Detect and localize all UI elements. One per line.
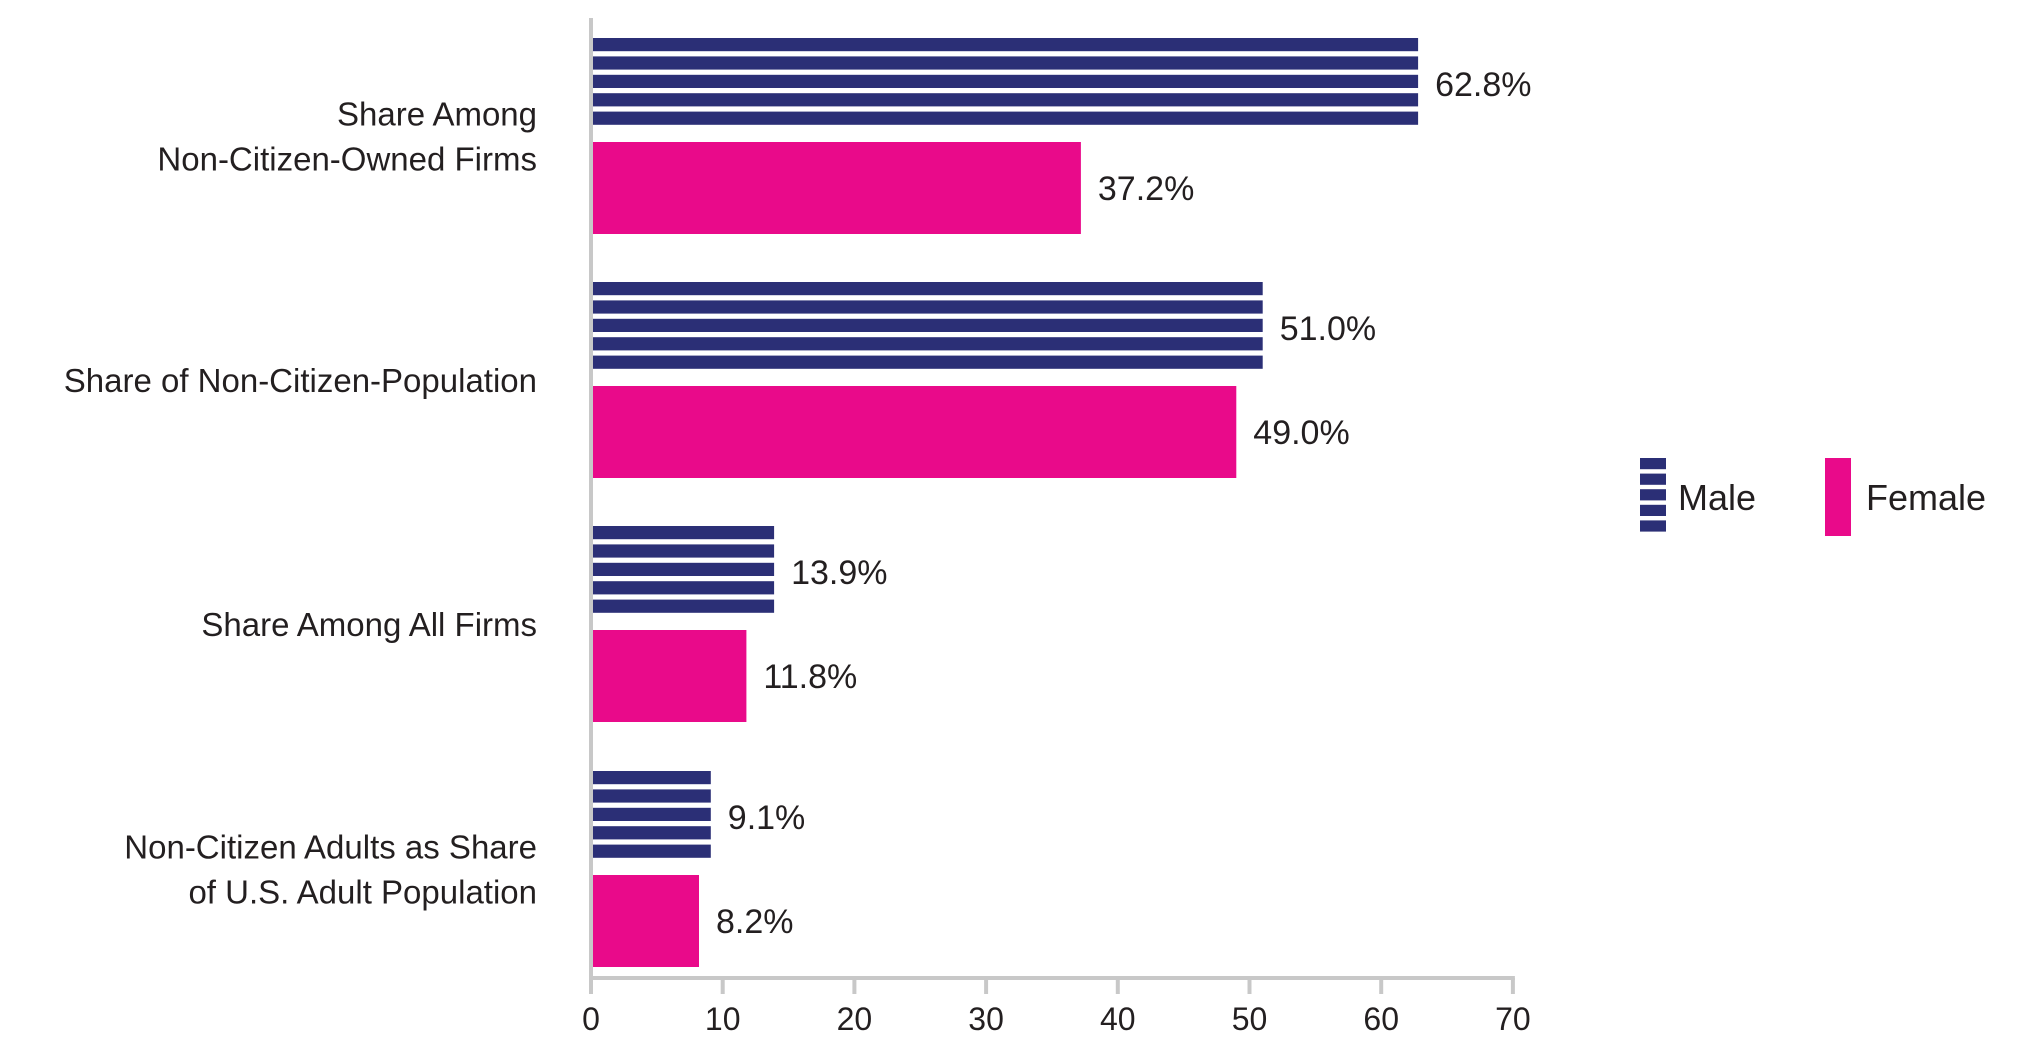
male-bar-1-stripe [591, 337, 1263, 351]
legend-swatch-male-stripe [1640, 520, 1666, 532]
male-bar-1 [591, 282, 1263, 369]
male-bar-0-stripe [591, 38, 1419, 52]
male-bar-0-stripe [591, 111, 1419, 125]
x-tick-label: 50 [1232, 1001, 1268, 1037]
category-label: Non-Citizen-Owned Firms [157, 141, 537, 178]
data-label: 9.1% [728, 799, 806, 837]
x-tick-label: 10 [705, 1001, 741, 1037]
x-tick-label: 20 [837, 1001, 873, 1037]
x-tick-label: 0 [582, 1001, 600, 1037]
x-tick-label: 70 [1495, 1001, 1531, 1037]
category-label: Non-Citizen Adults as Share [124, 829, 537, 866]
data-label: 62.8% [1435, 66, 1531, 104]
data-label: 49.0% [1253, 414, 1349, 452]
male-bar-3-stripe [591, 826, 711, 840]
category-label: Share Among All Firms [201, 606, 537, 643]
legend-swatch-male-stripe [1640, 489, 1666, 501]
data-label: 37.2% [1098, 170, 1194, 208]
male-bar-3 [591, 771, 711, 858]
male-bar-1-stripe [591, 300, 1263, 314]
male-bar-1-stripe [591, 318, 1263, 332]
male-bar-0 [591, 38, 1419, 125]
male-bar-0-stripe [591, 74, 1419, 88]
legend-swatch-male-stripe [1640, 504, 1666, 516]
category-label: of U.S. Adult Population [188, 874, 537, 911]
male-bar-0-stripe [591, 56, 1419, 70]
legend-item-female: Female [1825, 458, 1986, 536]
male-bar-1-stripe [591, 282, 1263, 296]
x-tick-label: 40 [1100, 1001, 1136, 1037]
male-bar-2-stripe [591, 599, 775, 613]
legend-swatch-male-stripe [1640, 458, 1666, 470]
legend-label: Male [1678, 477, 1756, 518]
male-bar-2-stripe [591, 581, 775, 595]
male-bar-2-stripe [591, 562, 775, 576]
x-tick-label: 60 [1363, 1001, 1399, 1037]
legend-swatch-male-stripe [1640, 473, 1666, 485]
male-bar-0-stripe [591, 93, 1419, 107]
x-axis: 0 10 20 30 40 50 60 70 [582, 18, 1531, 1037]
male-bar-3-stripe [591, 771, 711, 785]
category-label: Share Among [337, 96, 537, 133]
x-tick-label: 30 [968, 1001, 1004, 1037]
female-bar-2 [591, 630, 747, 722]
category-label: Share of Non-Citizen-Population [64, 362, 537, 399]
bars-layer: 62.8% 51.0% 13.9% 9.1% 37.2% 49.0% 11.8% 8.2% [591, 38, 1532, 967]
male-bar-3-stripe [591, 844, 711, 858]
female-bar-0 [591, 142, 1081, 234]
male-bar-3-stripe [591, 807, 711, 821]
data-label: 8.2% [716, 903, 794, 941]
legend-swatch-female [1825, 458, 1851, 536]
male-bar-2-stripe [591, 544, 775, 558]
data-label: 13.9% [791, 554, 887, 592]
female-bar-3 [591, 875, 699, 967]
male-bar-2 [591, 526, 775, 613]
female-bar-1 [591, 386, 1237, 478]
data-label: 51.0% [1280, 310, 1376, 348]
male-bar-2-stripe [591, 526, 775, 540]
legend-item-male: Male [1640, 458, 1756, 532]
legend: Male Female [1640, 458, 1986, 536]
male-bar-1-stripe [591, 355, 1263, 369]
data-label: 11.8% [763, 658, 857, 696]
male-bar-3-stripe [591, 789, 711, 803]
legend-label: Female [1866, 477, 1986, 518]
category-labels: Share Among Non-Citizen-Owned Firms Share … [64, 96, 537, 911]
legend-swatch-male [1640, 458, 1666, 532]
